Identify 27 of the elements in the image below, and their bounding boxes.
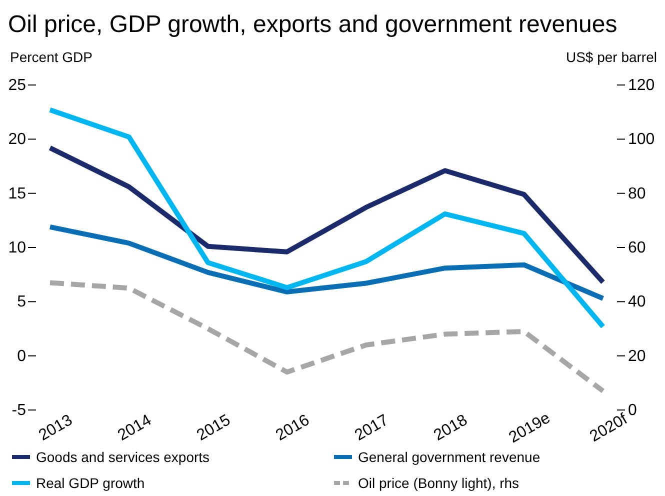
y2-tick-label: 20 xyxy=(628,348,646,365)
x-tick-label: 2016 xyxy=(273,412,312,444)
y-tick-label: 0 xyxy=(17,348,26,365)
y-tick-label: 5 xyxy=(17,294,26,311)
x-tick-label: 2018 xyxy=(431,412,470,444)
legend-label: General government revenue xyxy=(358,449,540,465)
legend-label: Oil price (Bonny light), rhs xyxy=(358,475,520,491)
x-tick-label: 2014 xyxy=(115,412,154,444)
y-tick-label: 20 xyxy=(8,131,26,148)
x-tick-label: 2017 xyxy=(352,412,392,444)
x-tick-label: 2013 xyxy=(36,412,76,444)
y2-tick-label: 40 xyxy=(628,294,646,311)
y2-tick-label: 60 xyxy=(628,240,646,256)
legend-label: Goods and services exports xyxy=(36,449,210,465)
legend-label: Real GDP growth xyxy=(36,475,145,491)
y-tick-label: 25 xyxy=(8,77,26,94)
chart-title: Oil price, GDP growth, exports and government revenues xyxy=(8,11,618,38)
y-tick-label: 15 xyxy=(8,185,26,202)
y2-axis-title: US$ per barrel xyxy=(566,49,657,65)
y-tick-label: 10 xyxy=(8,240,26,256)
y-axis-title: Percent GDP xyxy=(10,49,92,65)
y-tick-label: -5 xyxy=(12,402,26,419)
y2-tick-label: 100 xyxy=(628,131,655,148)
y2-tick-label: 80 xyxy=(628,185,646,202)
y2-tick-label: 0 xyxy=(628,402,637,419)
x-tick-label: 2015 xyxy=(194,412,234,444)
y2-tick-label: 120 xyxy=(628,77,655,94)
